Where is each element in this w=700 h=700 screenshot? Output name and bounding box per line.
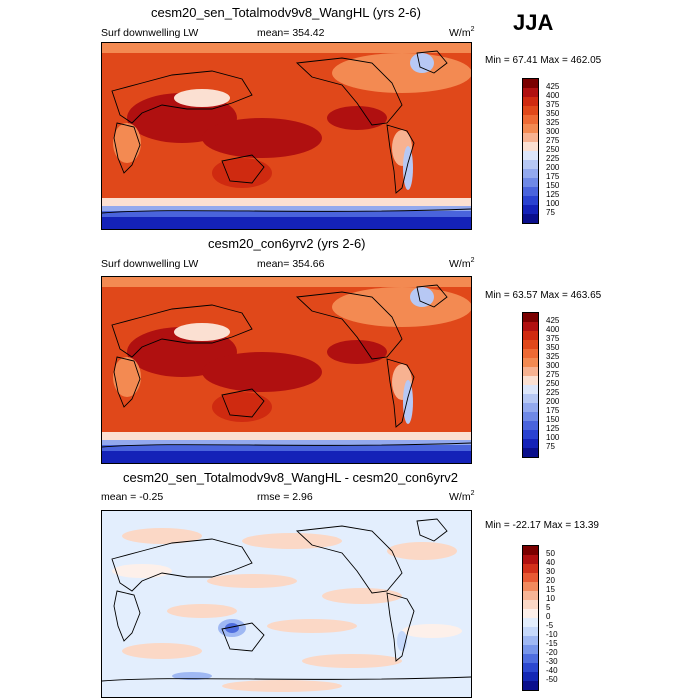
panel2-cbar-label: 200 bbox=[546, 397, 560, 406]
panel2-cbar-label: 175 bbox=[546, 406, 560, 415]
panel3-cbar-label: 20 bbox=[546, 576, 555, 585]
panel1-cbar-label: 225 bbox=[546, 154, 560, 163]
panel1-cbar-label: 400 bbox=[546, 91, 560, 100]
panel1-variable-label: Surf downwelling LW bbox=[101, 27, 199, 39]
panel2-variable-label: Surf downwelling LW bbox=[101, 258, 199, 270]
panel3-map-svg bbox=[102, 511, 471, 697]
panel2-title: cesm20_con6yrv2 (yrs 2-6) bbox=[208, 236, 366, 251]
panel3-minmax: Min = -22.17 Max = 13.39 bbox=[485, 520, 599, 531]
panel3-cbar-label: 30 bbox=[546, 567, 555, 576]
panel1-colorbar bbox=[522, 78, 539, 224]
panel2-cbar-label: 350 bbox=[546, 343, 560, 352]
panel3-cbar-label: 10 bbox=[546, 594, 555, 603]
panel1-cbar-label: 75 bbox=[546, 208, 555, 217]
panel3-cbar-label: -5 bbox=[546, 621, 554, 630]
panel2-cbar-label: 150 bbox=[546, 415, 560, 424]
panel3-cbar-label: 0 bbox=[546, 612, 551, 621]
panel1-map bbox=[101, 42, 472, 230]
panel3-cbar-label: 40 bbox=[546, 558, 555, 567]
panel2-cbar-label: 275 bbox=[546, 370, 560, 379]
panel2-cbar-label: 425 bbox=[546, 316, 560, 325]
panel3-cbar-label: -15 bbox=[546, 639, 558, 648]
panel3-cbar-label: 50 bbox=[546, 549, 555, 558]
panel2-cbar-label: 375 bbox=[546, 334, 560, 343]
panel3-cbar-label: -10 bbox=[546, 630, 558, 639]
panel3-cbar-label: -30 bbox=[546, 657, 558, 666]
panel2-colorbar bbox=[522, 312, 539, 458]
panel1-cbar-label: 175 bbox=[546, 172, 560, 181]
panel1-map-svg bbox=[102, 43, 471, 229]
panel3-cbar-label: 15 bbox=[546, 585, 555, 594]
panel3-units-label: W/m2 bbox=[449, 490, 475, 503]
panel1-cbar-label: 350 bbox=[546, 109, 560, 118]
panel3-rmse-label: rmse = 2.96 bbox=[257, 491, 313, 503]
panel3-colorbar bbox=[522, 545, 539, 691]
panel2-cbar-label: 300 bbox=[546, 361, 560, 370]
panel2-map-svg bbox=[102, 277, 471, 463]
panel1-cbar-label: 425 bbox=[546, 82, 560, 91]
panel1-cbar-label: 250 bbox=[546, 145, 560, 154]
panel1-minmax: Min = 67.41 Max = 462.05 bbox=[485, 55, 602, 66]
panel2-cbar-label: 125 bbox=[546, 424, 560, 433]
panel3-cbar-label: -20 bbox=[546, 648, 558, 657]
panel3-mean-label: mean = -0.25 bbox=[101, 491, 164, 503]
panel1-cbar-label: 275 bbox=[546, 136, 560, 145]
panel2-mean-label: mean= 354.66 bbox=[257, 258, 325, 270]
panel2-cbar-label: 400 bbox=[546, 325, 560, 334]
panel2-cbar-label: 250 bbox=[546, 379, 560, 388]
panel3-cbar-label: -40 bbox=[546, 666, 558, 675]
panel1-cbar-label: 150 bbox=[546, 181, 560, 190]
season-label: JJA bbox=[513, 10, 554, 35]
panel3-title: cesm20_sen_Totalmodv9v8_WangHL - cesm20_… bbox=[123, 470, 459, 485]
panel3-map bbox=[101, 510, 472, 698]
panel1-cbar-label: 300 bbox=[546, 127, 560, 136]
panel1-units-label: W/m2 bbox=[449, 26, 475, 39]
panel1-cbar-label: 100 bbox=[546, 199, 560, 208]
panel2-cbar-label: 325 bbox=[546, 352, 560, 361]
panel2-cbar-label: 100 bbox=[546, 433, 560, 442]
panel1-cbar-label: 375 bbox=[546, 100, 560, 109]
panel1-title: cesm20_sen_Totalmodv9v8_WangHL (yrs 2-6) bbox=[151, 5, 421, 20]
panel2-cbar-label: 225 bbox=[546, 388, 560, 397]
panel1-cbar-label: 325 bbox=[546, 118, 560, 127]
panel2-cbar-label: 75 bbox=[546, 442, 555, 451]
panel2-map bbox=[101, 276, 472, 464]
panel3-cbar-label: -50 bbox=[546, 675, 558, 684]
panel1-mean-label: mean= 354.42 bbox=[257, 27, 325, 39]
panel2-units-label: W/m2 bbox=[449, 257, 475, 270]
panel3-cbar-label: 5 bbox=[546, 603, 551, 612]
panel1-cbar-label: 200 bbox=[546, 163, 560, 172]
panel2-minmax: Min = 63.57 Max = 463.65 bbox=[485, 290, 602, 301]
panel1-cbar-label: 125 bbox=[546, 190, 560, 199]
